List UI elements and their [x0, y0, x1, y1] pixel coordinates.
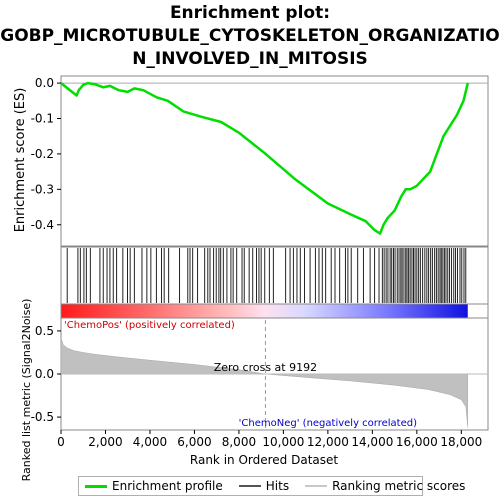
x-tick-label: 14,000: [351, 435, 393, 449]
positive-label: 'ChemoPos' (positively correlated): [64, 320, 235, 331]
x-tick-label: 10,000: [262, 435, 304, 449]
es-y-axis-label: Enrichment score (ES): [13, 88, 28, 233]
x-tick-label: 2,000: [88, 435, 122, 449]
ranking-panel: Zero cross at 9192 'ChemoPos' (positively…: [31, 318, 488, 430]
zero-cross-label: Zero cross at 9192: [214, 361, 317, 374]
metric-gradient-bar: [61, 304, 488, 318]
x-tick-label: 12,000: [307, 435, 349, 449]
es-y-tick-label: -0.3: [31, 182, 54, 196]
x-tick-label: 4,000: [133, 435, 167, 449]
legend-item-profile: Enrichment profile: [85, 479, 223, 493]
es-y-tick-label: -0.2: [31, 147, 54, 161]
legend-hits-swatch: [239, 485, 261, 487]
hits-panel: [61, 247, 488, 304]
metric-gradient-fill: [61, 304, 468, 318]
x-tick-label: 18,000: [440, 435, 482, 449]
ranking-y-tick-label: -0.5: [31, 410, 54, 424]
es-panel: 0.0 -0.1 -0.2 -0.3 -0.4: [31, 76, 488, 246]
x-axis: 0 2,000 4,000 6,000 8,000 10,000 12,000 14,000 1…: [57, 430, 482, 449]
legend-ranking-swatch: [305, 485, 327, 487]
x-tick-label: 16,000: [396, 435, 438, 449]
hits-frame: [61, 247, 488, 304]
es-y-tick-label: 0.0: [35, 76, 54, 90]
ranking-y-tick-label: 0.5: [35, 324, 54, 338]
es-y-tick-label: -0.4: [31, 218, 54, 232]
negative-label: 'ChemoNeg' (negatively correlated): [239, 418, 417, 429]
es-y-tick-label: -0.1: [31, 112, 54, 126]
legend-profile-label: Enrichment profile: [112, 479, 223, 493]
legend: Enrichment profile Hits Ranking metric s…: [78, 476, 423, 496]
legend-item-hits: Hits: [239, 479, 289, 493]
legend-hits-label: Hits: [266, 479, 289, 493]
legend-item-ranking: Ranking metric scores: [305, 479, 465, 493]
x-tick-label: 8,000: [222, 435, 256, 449]
ranking-y-tick-label: 0.0: [35, 367, 54, 381]
x-tick-label: 6,000: [177, 435, 211, 449]
x-tick-label: 0: [57, 435, 65, 449]
legend-profile-swatch: [85, 485, 107, 488]
ranking-y-axis-label: Ranked list metric (Signal2Noise): [20, 299, 33, 482]
legend-ranking-label: Ranking metric scores: [332, 479, 465, 493]
x-axis-label: Rank in Ordered Dataset: [190, 453, 338, 467]
